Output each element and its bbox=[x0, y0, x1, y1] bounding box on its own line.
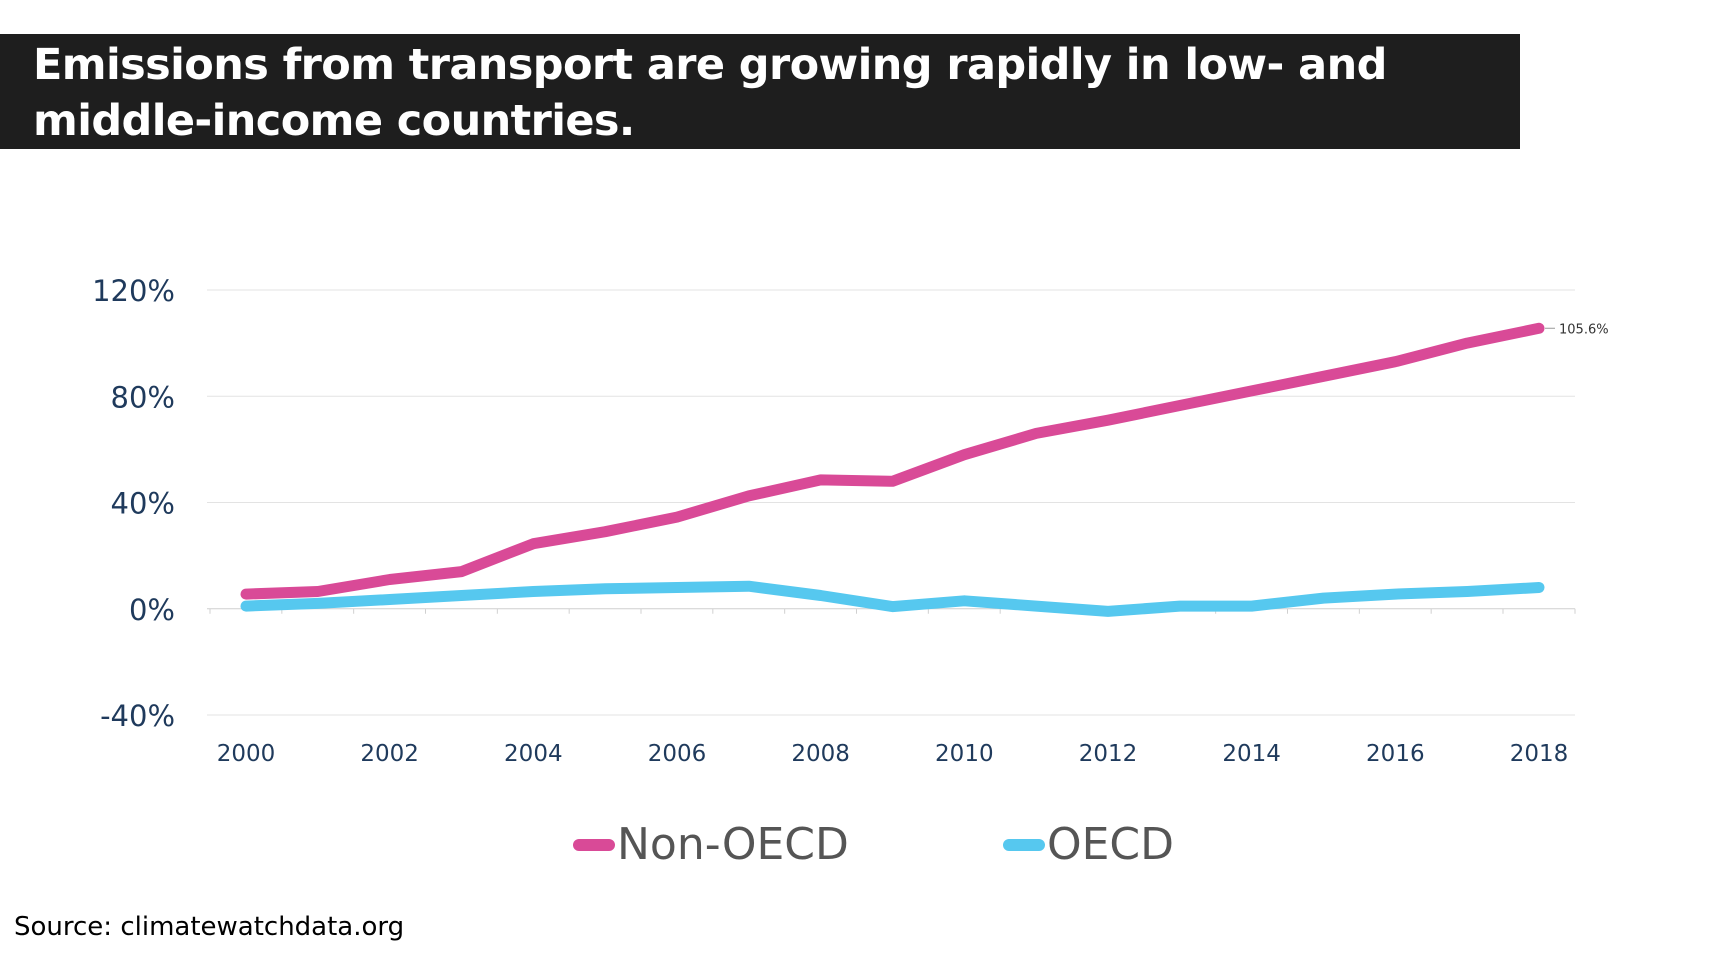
y-tick-label: 40% bbox=[111, 487, 175, 521]
y-tick-label: 120% bbox=[92, 274, 175, 308]
series-lines bbox=[240, 322, 1545, 617]
y-tick-label: 0% bbox=[129, 593, 175, 627]
legend-label-non-oecd: Non-OECD bbox=[617, 819, 849, 870]
data-label: 105.6% bbox=[1559, 322, 1609, 337]
legend-swatch-non-oecd bbox=[573, 839, 615, 851]
x-tick-label: 2002 bbox=[360, 741, 419, 767]
x-tick-label: 2004 bbox=[504, 741, 563, 767]
x-tick-label: 2010 bbox=[935, 741, 994, 767]
y-axis-tick-labels: 120% 80% 40% 0% -40% bbox=[92, 274, 175, 733]
legend: Non-OECD OECD bbox=[0, 815, 1710, 875]
x-tick-label: 2012 bbox=[1079, 741, 1138, 767]
x-axis-tick-labels: 2000 2002 2004 2006 2008 2010 2012 2014 2016 2018 bbox=[217, 741, 1569, 767]
chart-title: Emissions from transport are growing rap… bbox=[33, 40, 1387, 146]
data-labels: 105.6% bbox=[1545, 322, 1609, 337]
legend-swatch-oecd bbox=[1003, 839, 1045, 851]
series-line-non-oecd bbox=[240, 322, 1545, 600]
legend-item-oecd: OECD bbox=[1003, 815, 1174, 875]
x-tick-label: 2018 bbox=[1510, 741, 1569, 767]
x-tick-label: 2006 bbox=[648, 741, 707, 767]
x-tick-label: 2000 bbox=[217, 741, 276, 767]
x-tick-label: 2016 bbox=[1366, 741, 1425, 767]
title-banner: Emissions from transport are growing rap… bbox=[0, 34, 1520, 149]
x-tick-label: 2008 bbox=[791, 741, 850, 767]
y-tick-label: 80% bbox=[111, 380, 175, 414]
legend-item-non-oecd: Non-OECD bbox=[573, 815, 849, 875]
gridlines bbox=[207, 289, 1576, 716]
legend-label-oecd: OECD bbox=[1047, 819, 1175, 870]
x-tick-label: 2014 bbox=[1222, 741, 1281, 767]
y-tick-label: -40% bbox=[100, 699, 175, 733]
series-line-oecd bbox=[240, 580, 1545, 617]
source-note: Source: climatewatchdata.org bbox=[14, 912, 405, 942]
